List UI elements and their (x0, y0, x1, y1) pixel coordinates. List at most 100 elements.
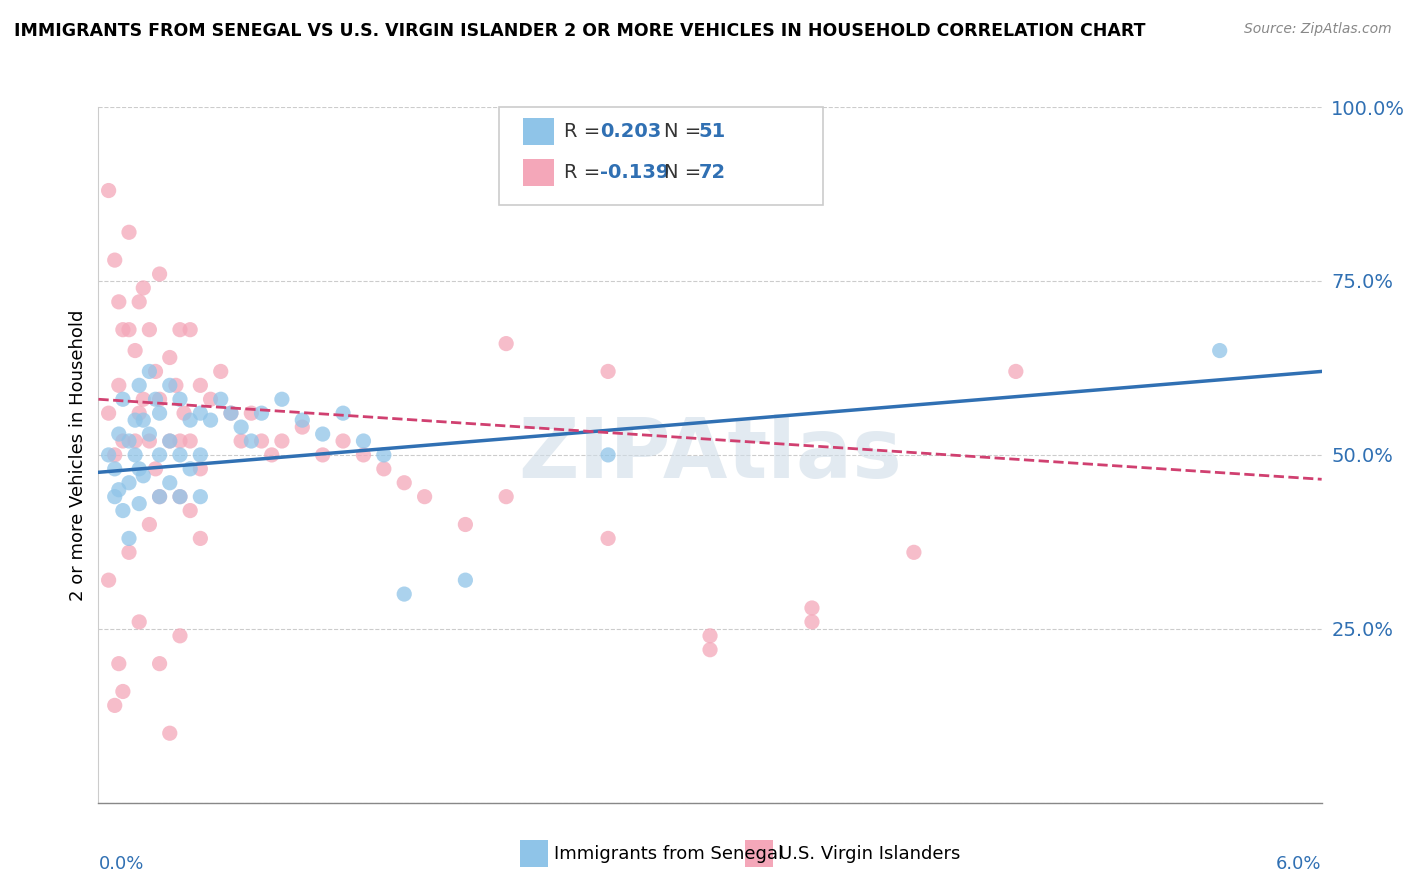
Point (219, 406, 242, 420)
Point (209, 364, 232, 378)
Point (149, 448, 172, 462)
Point (169, 490, 191, 504)
Point (188, 462, 211, 476)
Point (240, 406, 263, 420)
Point (413, 490, 436, 504)
Point (373, 462, 395, 476)
Point (97, 448, 120, 462)
Point (104, 448, 127, 462)
Point (159, 434, 181, 448)
Point (454, 517, 477, 532)
Point (699, 629, 721, 643)
Point (495, 336, 517, 351)
Point (118, 475, 141, 490)
Text: Immigrants from Senegal: Immigrants from Senegal (554, 845, 783, 863)
Text: R =: R = (564, 162, 606, 182)
Point (104, 490, 127, 504)
Point (124, 434, 146, 448)
Point (108, 378, 131, 392)
Point (188, 448, 211, 462)
Point (104, 462, 127, 476)
Text: 72: 72 (699, 162, 725, 182)
Text: N =: N = (664, 162, 707, 182)
Point (128, 462, 150, 476)
Text: 6.0%: 6.0% (1277, 855, 1322, 873)
Text: N =: N = (664, 121, 707, 141)
Point (138, 427, 160, 442)
Point (699, 642, 721, 657)
Point (392, 475, 416, 490)
Point (108, 657, 131, 671)
Point (250, 434, 273, 448)
Point (128, 294, 150, 309)
Point (104, 253, 127, 268)
Point (169, 434, 191, 448)
Point (169, 323, 191, 337)
Point (159, 726, 181, 740)
Point (159, 475, 181, 490)
Point (169, 392, 191, 407)
Point (596, 364, 619, 378)
Point (801, 615, 824, 629)
Point (179, 323, 201, 337)
Point (392, 587, 416, 601)
Point (495, 490, 517, 504)
Point (1004, 364, 1026, 378)
Point (188, 532, 211, 546)
Point (179, 503, 201, 517)
Point (111, 392, 134, 407)
Point (209, 392, 232, 407)
Text: IMMIGRANTS FROM SENEGAL VS U.S. VIRGIN ISLANDER 2 OR MORE VEHICLES IN HOUSEHOLD : IMMIGRANTS FROM SENEGAL VS U.S. VIRGIN I… (14, 22, 1146, 40)
Point (97, 573, 120, 587)
Point (97, 184, 120, 198)
Point (132, 392, 155, 407)
Point (111, 503, 134, 517)
Point (169, 448, 191, 462)
Point (801, 601, 824, 615)
Text: U.S. Virgin Islanders: U.S. Virgin Islanders (779, 845, 960, 863)
Point (124, 413, 146, 427)
Point (118, 323, 141, 337)
Text: Source: ZipAtlas.com: Source: ZipAtlas.com (1244, 22, 1392, 37)
Point (132, 281, 155, 295)
Text: 0.0%: 0.0% (98, 855, 143, 873)
Point (118, 434, 141, 448)
Point (124, 343, 146, 358)
Point (149, 490, 172, 504)
Point (260, 448, 283, 462)
Point (132, 413, 155, 427)
Point (311, 448, 335, 462)
Text: R =: R = (564, 121, 606, 141)
Point (596, 448, 619, 462)
Text: 51: 51 (699, 121, 725, 141)
Point (240, 434, 263, 448)
Point (159, 351, 181, 365)
Point (111, 684, 134, 698)
Point (229, 434, 253, 448)
Point (291, 413, 314, 427)
Point (165, 378, 187, 392)
Text: -0.139: -0.139 (600, 162, 669, 182)
Point (128, 406, 150, 420)
Point (454, 573, 477, 587)
Point (200, 413, 222, 427)
Y-axis label: 2 or more Vehicles in Household: 2 or more Vehicles in Household (69, 310, 87, 600)
Point (159, 378, 181, 392)
Point (128, 497, 150, 511)
Point (145, 462, 167, 476)
Point (169, 629, 191, 643)
Point (111, 323, 134, 337)
Point (145, 364, 167, 378)
Point (149, 267, 172, 281)
Point (596, 532, 619, 546)
Point (200, 392, 222, 407)
Point (332, 434, 354, 448)
Point (311, 427, 335, 442)
Point (173, 406, 195, 420)
Point (332, 406, 354, 420)
Point (149, 392, 172, 407)
Point (352, 434, 374, 448)
Point (352, 448, 374, 462)
Point (179, 434, 201, 448)
Point (138, 364, 160, 378)
